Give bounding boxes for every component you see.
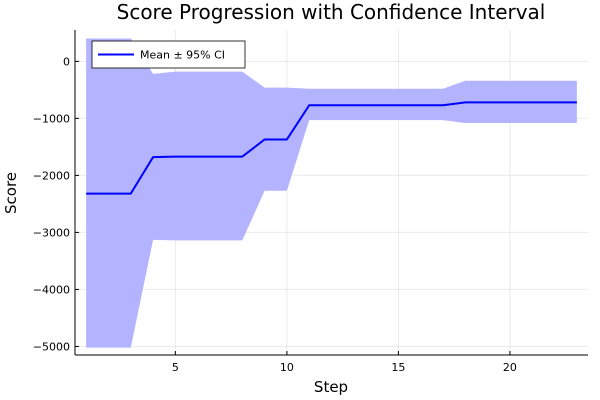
- y-ticks: 0 −1000 −2000 −3000 −4000 −5000: [33, 55, 79, 353]
- chart-title: Score Progression with Confidence Interv…: [117, 0, 546, 24]
- x-tick-label: 10: [280, 361, 294, 374]
- legend-label: Mean ± 95% CI: [140, 49, 225, 62]
- mean-line: [86, 101, 577, 195]
- confidence-band: [86, 38, 577, 348]
- y-axis-label: Score: [2, 172, 20, 214]
- x-ticks: 5 10 15 20: [172, 351, 517, 374]
- y-tick-label: −3000: [33, 226, 70, 239]
- y-tick-label: −1000: [33, 112, 70, 125]
- y-tick-label: 0: [63, 55, 70, 68]
- mean-line-layer: [86, 101, 577, 195]
- x-tick-label: 15: [391, 361, 405, 374]
- axes: [74, 30, 588, 356]
- confidence-band-layer: [86, 38, 577, 348]
- x-axis-label: Step: [314, 378, 348, 396]
- x-tick-label: 20: [503, 361, 517, 374]
- y-tick-label: −2000: [33, 169, 70, 182]
- y-tick-label: −4000: [33, 283, 70, 296]
- y-tick-label: −5000: [33, 340, 70, 353]
- x-tick-label: 5: [172, 361, 179, 374]
- legend: Mean ± 95% CI: [91, 40, 246, 69]
